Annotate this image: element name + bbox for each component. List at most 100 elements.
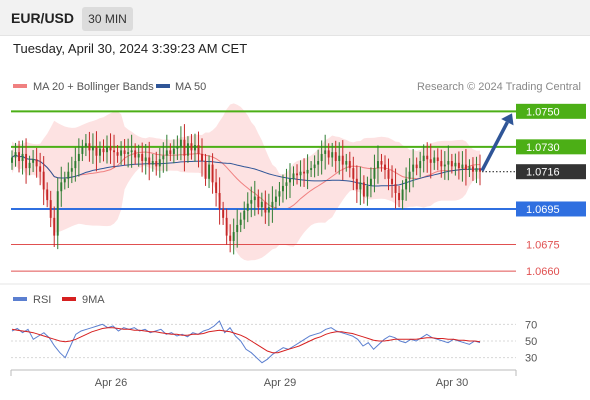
candle-body bbox=[479, 168, 481, 172]
candle-body bbox=[250, 200, 253, 204]
candle-body bbox=[11, 157, 13, 163]
candle-body bbox=[222, 208, 225, 218]
candle-body bbox=[278, 191, 281, 197]
candle-body bbox=[123, 150, 126, 154]
candle-body bbox=[215, 182, 218, 193]
current-price-label: 1.0716 bbox=[526, 167, 560, 179]
candle-body bbox=[190, 143, 193, 151]
top-bar: EUR/USD 30 MIN bbox=[0, 0, 590, 36]
candle-body bbox=[84, 143, 87, 147]
level-lines: 1.0750 1.0730 1.0695 1.0675 1.0660 bbox=[11, 103, 586, 278]
candle-body bbox=[179, 139, 182, 147]
candle-body bbox=[144, 157, 147, 162]
candle-body bbox=[429, 159, 432, 163]
candle-body bbox=[165, 150, 168, 156]
candle-body bbox=[373, 168, 376, 179]
candle-body bbox=[285, 182, 288, 186]
rsi-tick-label: 50 bbox=[525, 336, 537, 348]
candle-body bbox=[67, 171, 70, 179]
candle-body bbox=[88, 143, 91, 151]
legend-ma20-swatch bbox=[13, 84, 27, 88]
candle-body bbox=[306, 169, 309, 174]
candle-body bbox=[169, 150, 172, 154]
rsi-tick-label: 70 bbox=[525, 319, 537, 331]
candle-body bbox=[412, 164, 415, 172]
ma20-line bbox=[11, 151, 480, 210]
credit-text: Research © 2024 Trading Central bbox=[417, 81, 581, 93]
candle-body bbox=[401, 189, 404, 201]
current-price-tag: 1.0716 bbox=[516, 164, 586, 180]
rsi-tick-label: 30 bbox=[525, 353, 537, 365]
candle-body bbox=[46, 189, 49, 201]
x-tick-apr29: Apr 29 bbox=[264, 377, 296, 389]
candle-body bbox=[243, 210, 246, 220]
candle-body bbox=[468, 166, 471, 170]
legend-ma50-label: MA 50 bbox=[175, 81, 206, 93]
candle-body bbox=[183, 139, 186, 156]
candle-body bbox=[436, 157, 439, 162]
legend-rsi-label: RSI bbox=[33, 294, 51, 306]
candle-body bbox=[447, 161, 450, 165]
candle-body bbox=[28, 162, 31, 169]
candle-body bbox=[14, 152, 17, 158]
rsi-ma-line bbox=[11, 327, 481, 354]
candle-body bbox=[260, 201, 263, 208]
legend-ma20-label: MA 20 + Bollinger Bands bbox=[33, 81, 154, 93]
candle-body bbox=[134, 150, 137, 158]
candle-body bbox=[25, 153, 28, 169]
candle-body bbox=[99, 148, 101, 156]
candle-body bbox=[317, 161, 320, 165]
candle-body bbox=[475, 168, 478, 172]
candle-body bbox=[419, 161, 422, 169]
candle-body bbox=[313, 164, 316, 169]
candle-body bbox=[398, 193, 401, 201]
level-label-box bbox=[516, 139, 586, 155]
candle-body bbox=[355, 178, 358, 190]
candle-body bbox=[415, 164, 418, 169]
candle-body bbox=[81, 146, 84, 154]
candle-body bbox=[324, 150, 327, 154]
candle-body bbox=[162, 155, 165, 160]
candle-body bbox=[77, 153, 80, 162]
candle-body bbox=[384, 164, 386, 170]
candle-body bbox=[70, 168, 73, 172]
candle-body bbox=[95, 146, 98, 156]
candle-body bbox=[391, 178, 393, 185]
candle-body bbox=[148, 157, 151, 165]
candle-body bbox=[299, 171, 302, 176]
level-label: 1.0695 bbox=[526, 204, 560, 216]
candle-body bbox=[471, 166, 474, 172]
candle-body bbox=[141, 153, 144, 162]
timeframe-button[interactable]: 30 MIN bbox=[82, 7, 133, 31]
candle-body bbox=[151, 161, 154, 165]
candle-body bbox=[320, 153, 323, 162]
candle-body bbox=[91, 146, 94, 151]
candle-body bbox=[426, 155, 429, 160]
candle-body bbox=[341, 155, 344, 165]
candle-body bbox=[42, 171, 45, 190]
candle-body bbox=[348, 161, 351, 169]
candle-body bbox=[201, 153, 203, 162]
candle-body bbox=[56, 191, 59, 236]
candle-body bbox=[113, 150, 116, 153]
candle-body bbox=[194, 145, 196, 151]
price-panel: MA 20 + Bollinger Bands MA 50 Research ©… bbox=[11, 81, 586, 278]
candle-body bbox=[289, 178, 291, 183]
level-label: 1.0750 bbox=[526, 106, 560, 118]
legend-9ma-swatch bbox=[62, 297, 76, 301]
candle-body bbox=[457, 162, 460, 169]
candle-body bbox=[264, 201, 267, 213]
candle-body bbox=[443, 164, 446, 167]
candle-body bbox=[345, 161, 348, 165]
candle-body bbox=[18, 152, 21, 162]
candle-body bbox=[63, 178, 66, 183]
candle-body bbox=[405, 178, 408, 190]
candle-body bbox=[327, 150, 330, 158]
candle-body bbox=[232, 232, 235, 241]
candle-body bbox=[362, 182, 365, 197]
candle-body bbox=[172, 148, 175, 154]
candle-body bbox=[53, 217, 56, 236]
candle-body bbox=[197, 145, 200, 154]
candle-body bbox=[303, 171, 306, 174]
